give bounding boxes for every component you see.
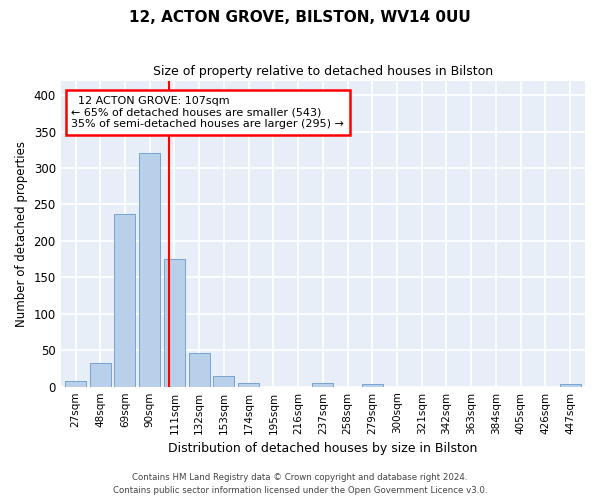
Bar [139, 154, 160, 386]
Text: Contains HM Land Registry data © Crown copyright and database right 2024.
Contai: Contains HM Land Registry data © Crown c… [113, 474, 487, 495]
Bar [362, 384, 383, 386]
Bar [90, 364, 111, 386]
X-axis label: Distribution of detached houses by size in Bilston: Distribution of detached houses by size … [168, 442, 478, 455]
Text: 12, ACTON GROVE, BILSTON, WV14 0UU: 12, ACTON GROVE, BILSTON, WV14 0UU [129, 10, 471, 25]
Bar [65, 381, 86, 386]
Y-axis label: Number of detached properties: Number of detached properties [15, 140, 28, 326]
Bar [238, 383, 259, 386]
Bar [188, 353, 209, 386]
Bar [560, 384, 581, 386]
Bar [115, 214, 136, 386]
Text: 12 ACTON GROVE: 107sqm
← 65% of detached houses are smaller (543)
35% of semi-de: 12 ACTON GROVE: 107sqm ← 65% of detached… [71, 96, 344, 129]
Bar [313, 383, 334, 386]
Bar [164, 259, 185, 386]
Title: Size of property relative to detached houses in Bilston: Size of property relative to detached ho… [153, 65, 493, 78]
Bar [214, 376, 235, 386]
